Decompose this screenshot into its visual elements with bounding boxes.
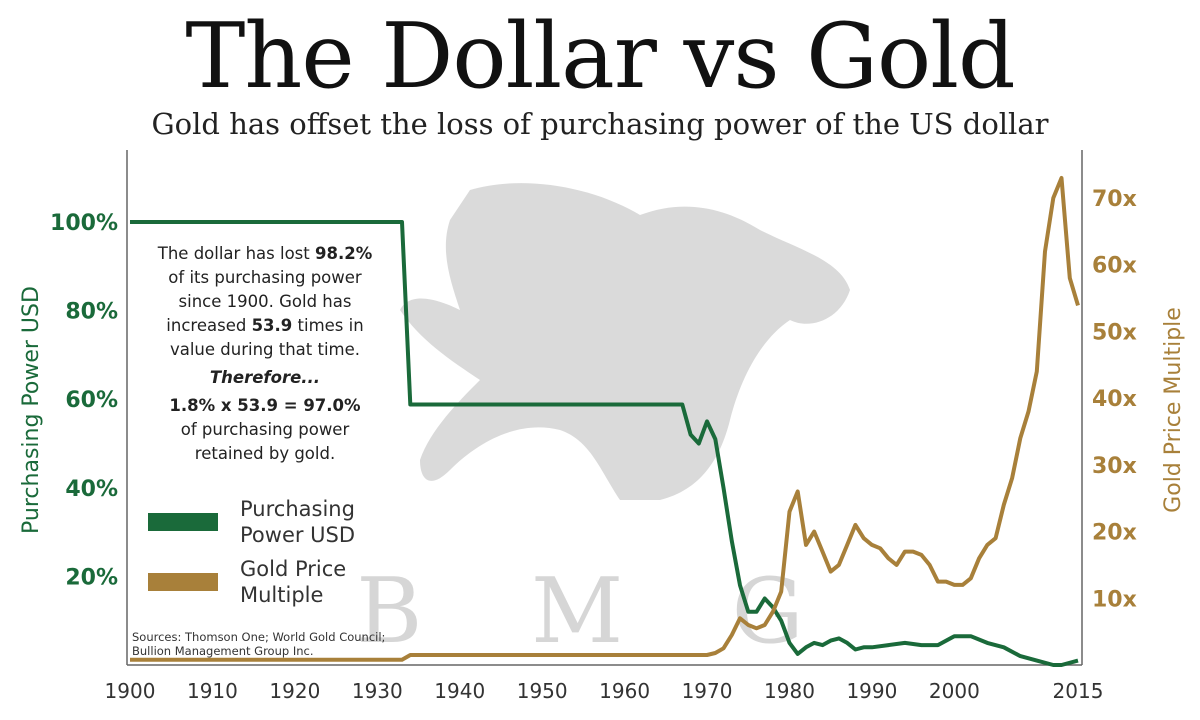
legend-item-usd: Purchasing Power USD bbox=[148, 496, 400, 548]
series-line-gold bbox=[130, 176, 1080, 662]
y-tick-left-label: 20% bbox=[65, 565, 118, 590]
legend-swatch-gold bbox=[148, 573, 218, 591]
y-tick-left-label: 100% bbox=[50, 211, 118, 236]
bmg-watermark: B M G bbox=[356, 183, 850, 664]
legend-label-usd: Purchasing Power USD bbox=[240, 497, 356, 547]
usd-series bbox=[130, 220, 1079, 667]
x-tick-label: 1940 bbox=[434, 679, 485, 703]
y-tick-right-label: 50x bbox=[1092, 320, 1137, 345]
y-axis-left-title: Purchasing Power USD bbox=[19, 286, 44, 534]
y-tick-right-label: 70x bbox=[1092, 187, 1137, 212]
x-tick-label: 1980 bbox=[764, 679, 815, 703]
legend: Purchasing Power USD Gold Price Multiple bbox=[148, 496, 400, 616]
x-tick-label: 1950 bbox=[517, 679, 568, 703]
series-line-usd bbox=[130, 220, 1079, 667]
annotation-line: of its purchasing power bbox=[168, 268, 362, 287]
annotation-box: The dollar has lost 98.2% of its purchas… bbox=[140, 242, 390, 466]
x-tick-label: 2015 bbox=[1053, 679, 1104, 703]
sources-note: Sources: Thomson One; World Gold Council… bbox=[132, 630, 386, 658]
gold-series bbox=[130, 176, 1080, 662]
annotation-line: since 1900. Gold has bbox=[178, 292, 352, 311]
chart-subtitle: Gold has offset the loss of purchasing p… bbox=[151, 107, 1049, 141]
chart-title: The Dollar vs Gold bbox=[185, 4, 1015, 109]
y-tick-right-label: 60x bbox=[1092, 254, 1137, 279]
watermark-text: B M G bbox=[356, 559, 843, 664]
y-tick-left-label: 80% bbox=[65, 300, 118, 325]
annotation-therefore: Therefore... bbox=[209, 368, 321, 387]
x-tick-label: 1970 bbox=[682, 679, 733, 703]
annotation-line: value during that time. bbox=[169, 340, 361, 359]
annotation-equation: 1.8% x 53.9 = 97.0% bbox=[169, 396, 361, 415]
y-tick-right-label: 30x bbox=[1092, 454, 1137, 479]
y-tick-right-label: 10x bbox=[1092, 587, 1137, 612]
x-tick-label: 1960 bbox=[599, 679, 650, 703]
annotation-line: increased 53.9 times in bbox=[166, 316, 364, 335]
annotation-line: The dollar has lost 98.2% bbox=[157, 244, 373, 263]
axes bbox=[126, 150, 1083, 666]
ticks: 1900 1910 1920 1930 1940 1950 1960 1970 1980 1990… bbox=[50, 187, 1137, 703]
x-tick-label: 2000 bbox=[929, 679, 980, 703]
legend-item-gold: Gold Price Multiple bbox=[148, 556, 400, 608]
annotation-line: retained by gold. bbox=[194, 444, 336, 463]
y-tick-right-label: 40x bbox=[1092, 387, 1137, 412]
griffin-logo bbox=[400, 183, 850, 501]
legend-label-gold: Gold Price Multiple bbox=[240, 557, 347, 607]
x-tick-label: 1900 bbox=[105, 679, 156, 703]
legend-swatch-usd bbox=[148, 513, 218, 531]
x-tick-label: 1920 bbox=[269, 679, 320, 703]
x-tick-label: 1910 bbox=[187, 679, 238, 703]
y-tick-left-label: 60% bbox=[65, 388, 118, 413]
y-tick-left-label: 40% bbox=[65, 477, 118, 502]
y-tick-right-label: 20x bbox=[1092, 521, 1137, 546]
annotation-line: of purchasing power bbox=[180, 420, 350, 439]
y-axis-right-title: Gold Price Multiple bbox=[1161, 307, 1186, 513]
x-tick-label: 1990 bbox=[846, 679, 897, 703]
x-tick-label: 1930 bbox=[352, 679, 403, 703]
